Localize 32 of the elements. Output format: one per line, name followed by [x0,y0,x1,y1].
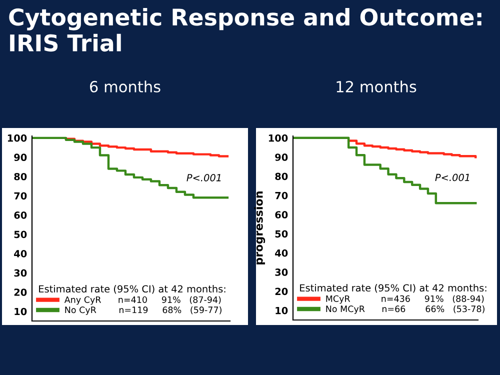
y-tick-label: 50 [14,230,27,238]
legend-title: Estimated rate (95% CI) at 42 months: [300,284,486,293]
y-tick-label: 30 [14,269,27,277]
y-tick-label: 80 [14,172,27,180]
legend-label: Any CyR n=410 91% (87-94) [64,296,221,305]
y-tick-label: 100 [8,134,27,142]
annotation: P<.001 [186,174,221,182]
y-tick-label: 20 [14,288,27,296]
y-tick-label: 80 [275,172,288,180]
annotation: P<.001 [435,174,470,182]
y-tick-label: 60 [14,211,27,219]
chart-title: 12 months [336,80,416,92]
y-tick-label: 70 [275,192,288,200]
y-tick-label: 20 [275,288,288,296]
y-tick-label: 90 [14,154,27,162]
legend-label: MCyR n=436 91% (88-94) [326,295,484,304]
legend-label: No MCyR n=66 66% (53-78) [326,305,484,314]
y-axis-title: progression [254,192,266,264]
y-tick-label: 10 [276,306,288,314]
y-tick-label: 50 [275,230,288,238]
y-tick-label: 30 [275,268,288,276]
y-tick-label: 100 [268,134,288,142]
y-tick-label: 70 [14,192,27,200]
y-tick-label: 40 [275,249,288,257]
y-tick-label: 60 [275,211,288,218]
y-tick-label: 10 [14,308,27,316]
y-tick-label: 40 [14,250,27,258]
y-tick-label: 90 [275,154,288,161]
chart-title: 6 months [90,80,160,92]
legend-title: Estimated rate (95% CI) at 42 months: [39,285,226,294]
text: Cytogenetic Response and Outcome: IRIS Trial [9,8,482,52]
legend-label: No CyR n=119 68% (59-77) [65,306,222,315]
